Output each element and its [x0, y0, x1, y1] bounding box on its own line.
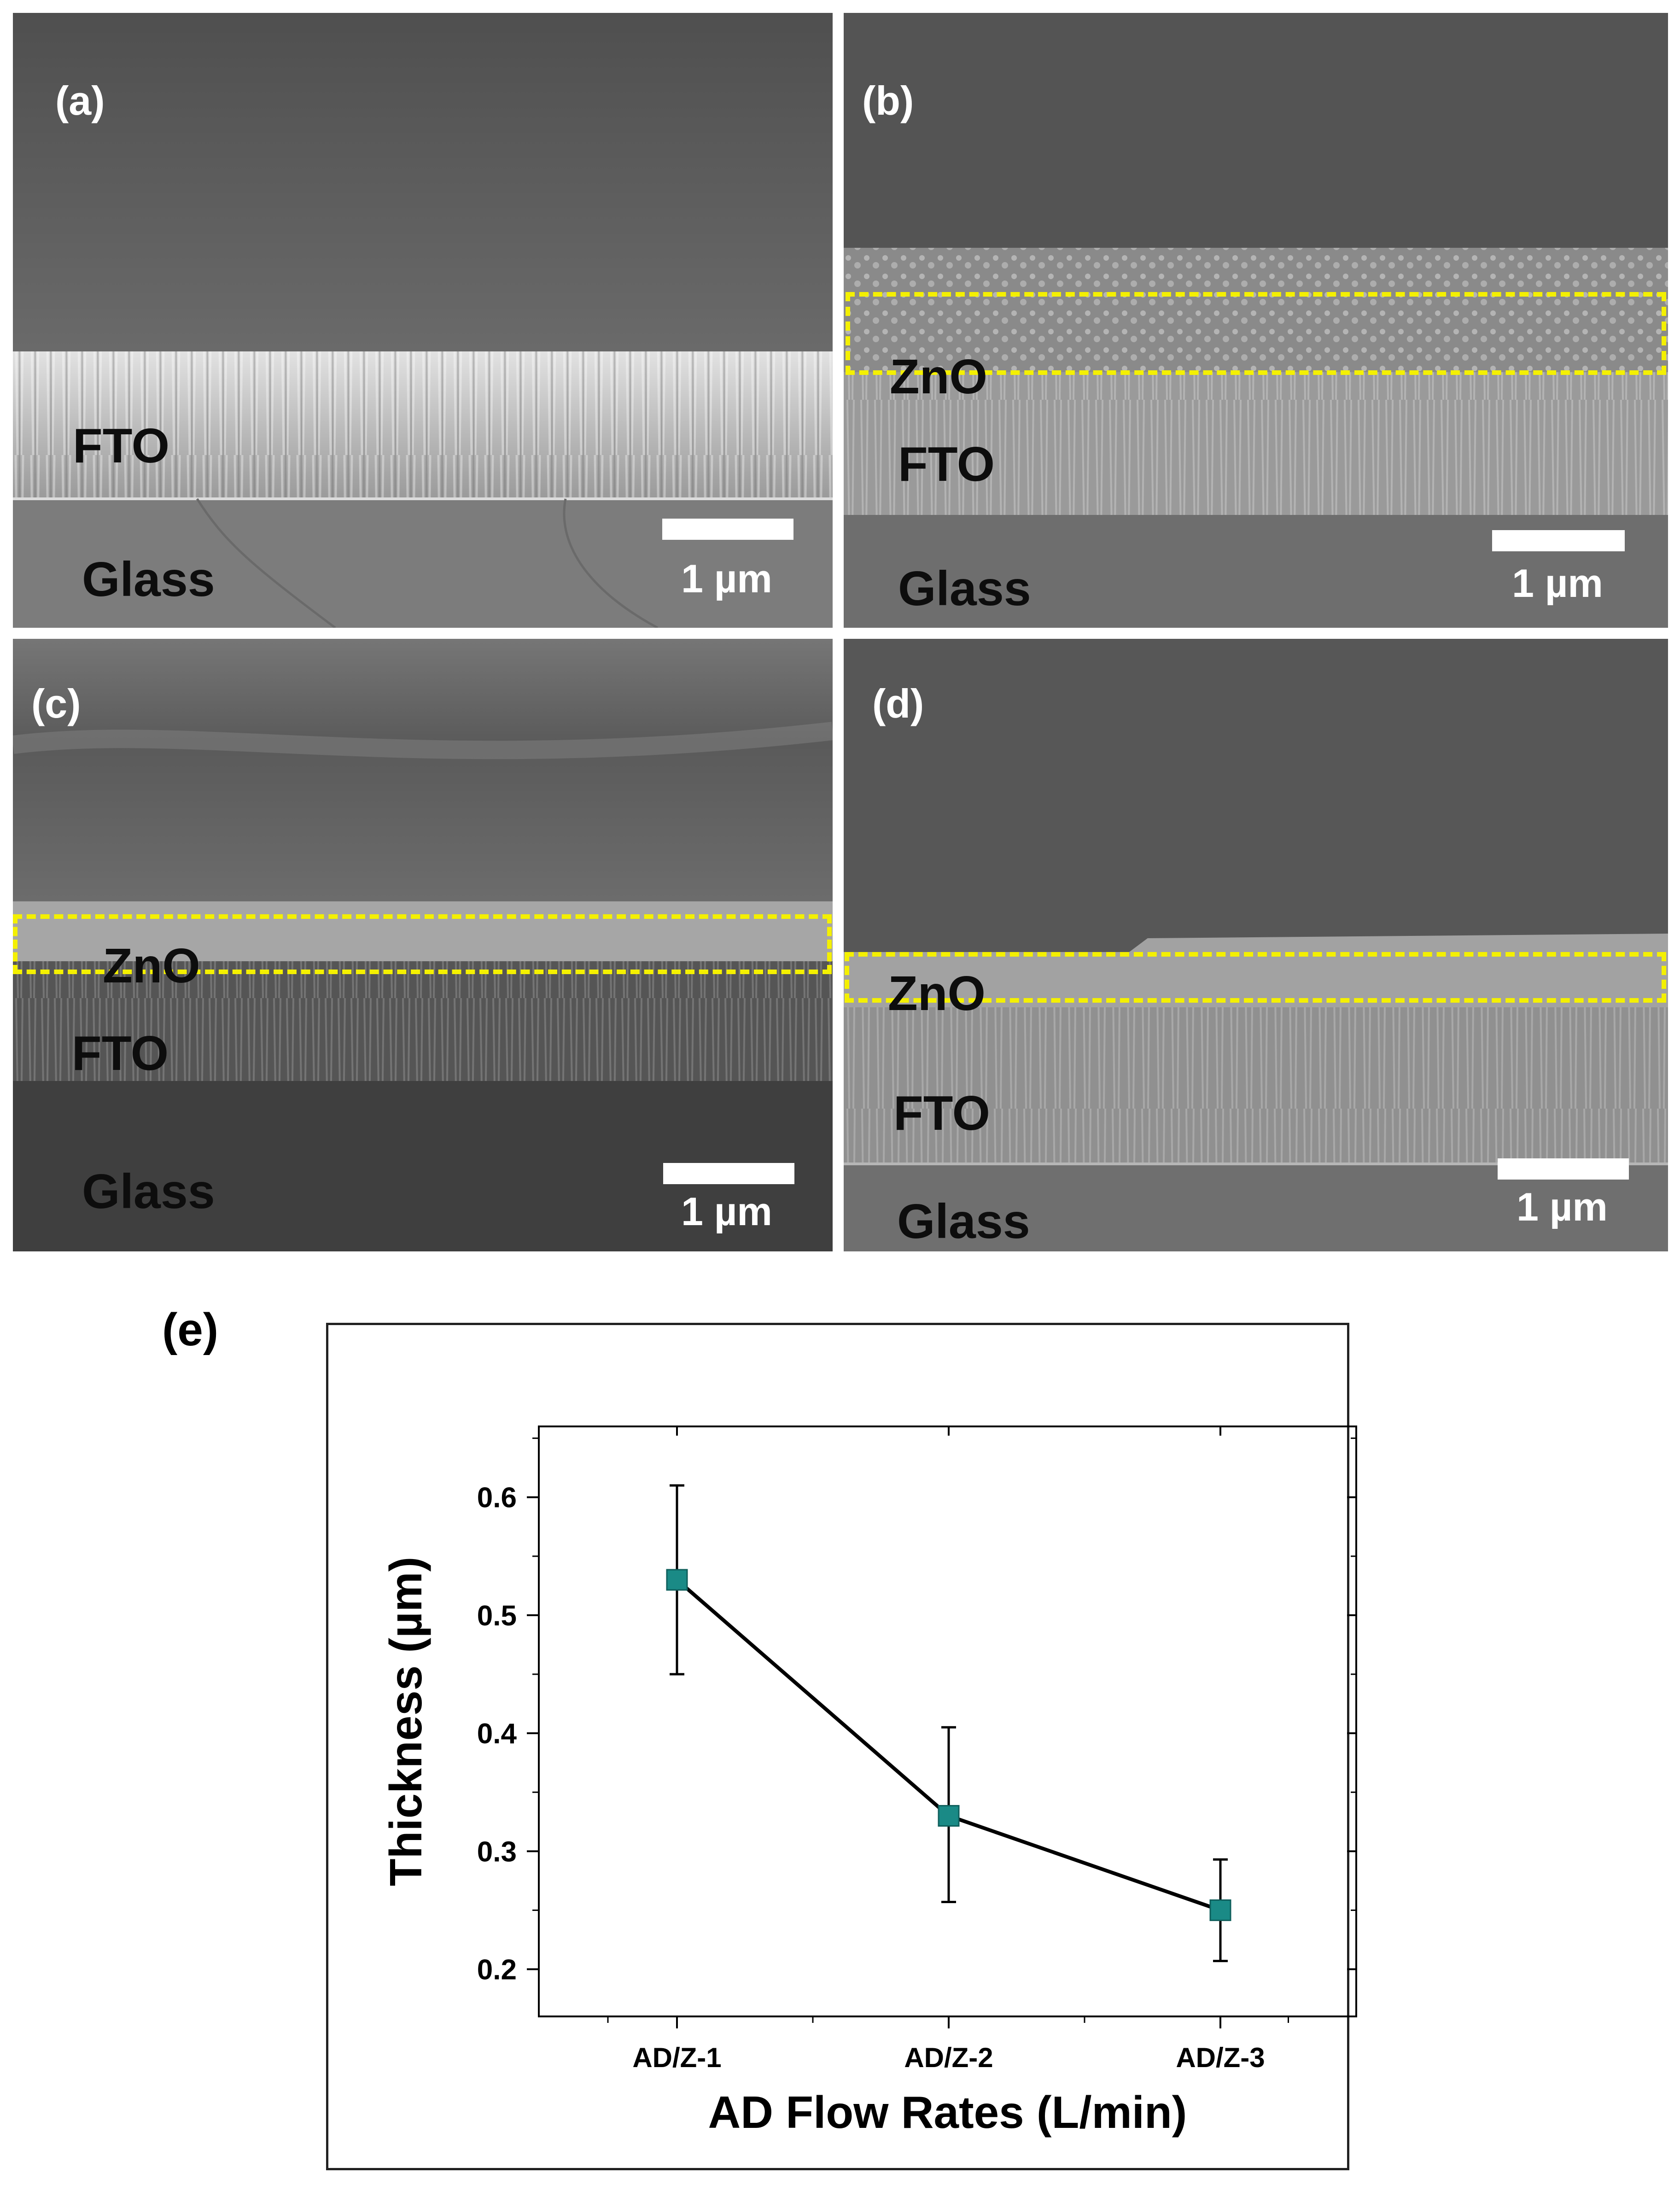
- zno-layer-label: ZnO: [890, 350, 987, 404]
- scale-bar: [1498, 1158, 1629, 1180]
- panel-label-e: (e): [162, 1304, 219, 1355]
- glass-layer-label: Glass: [897, 1194, 1030, 1249]
- sem-image-b: [844, 13, 1668, 628]
- panel-label: (c): [31, 681, 81, 726]
- sem-panel-d: (d) ZnO FTO Glass 1 µm: [844, 639, 1668, 1251]
- data-point: [938, 1805, 960, 1827]
- x-axis-title: AD Flow Rates (L/min): [708, 2087, 1187, 2138]
- scale-bar: [663, 1163, 794, 1184]
- zno-highlight-box: [845, 952, 1666, 1003]
- fto-layer-label: FTO: [893, 1086, 991, 1140]
- glass-layer-label: Glass: [898, 561, 1031, 616]
- data-point: [1209, 1899, 1231, 1921]
- x-tick-label: AD/Z-1: [632, 2042, 721, 2073]
- zno-layer-label: ZnO: [888, 966, 986, 1021]
- fto-layer-label: FTO: [73, 419, 170, 473]
- glass-layer-label: Glass: [82, 1164, 215, 1219]
- glass-layer-label: Glass: [82, 552, 215, 607]
- sem-panel-a: (a) FTO Glass 1 µm: [13, 13, 833, 628]
- chart-frame: [326, 1323, 1349, 2170]
- y-axis-title: Thickness (µm): [380, 1557, 431, 1886]
- sem-panel-c: (c) ZnO FTO Glass 1 µm: [13, 639, 833, 1251]
- zno-highlight-box: [846, 292, 1666, 375]
- y-tick-label: 0.6: [477, 1482, 517, 1514]
- panel-label: (b): [862, 78, 914, 123]
- scale-label: 1 µm: [1512, 561, 1603, 606]
- x-tick-label: AD/Z-2: [904, 2042, 993, 2073]
- scale-label: 1 µm: [681, 1190, 772, 1234]
- y-tick-label: 0.2: [477, 1954, 517, 1986]
- panel-label: (a): [55, 78, 105, 123]
- fto-layer-label: FTO: [898, 437, 995, 491]
- scale-label: 1 µm: [681, 557, 772, 601]
- plot-area: [538, 1426, 1357, 2017]
- zno-highlight-box: [13, 914, 832, 974]
- sem-image-d: [844, 639, 1668, 1251]
- zno-layer-label: ZnO: [103, 939, 200, 993]
- panel-label: (d): [872, 681, 924, 726]
- scale-bar: [662, 519, 793, 540]
- y-tick-label: 0.5: [477, 1600, 517, 1632]
- scale-bar: [1492, 530, 1625, 551]
- data-point: [666, 1569, 688, 1591]
- sem-panel-b: (b) ZnO FTO Glass 1 µm: [844, 13, 1668, 628]
- x-tick-label: AD/Z-3: [1176, 2042, 1265, 2073]
- scale-label: 1 µm: [1517, 1185, 1608, 1229]
- y-tick-label: 0.3: [477, 1836, 517, 1868]
- y-tick-label: 0.4: [477, 1718, 517, 1750]
- fto-layer-label: FTO: [72, 1026, 169, 1081]
